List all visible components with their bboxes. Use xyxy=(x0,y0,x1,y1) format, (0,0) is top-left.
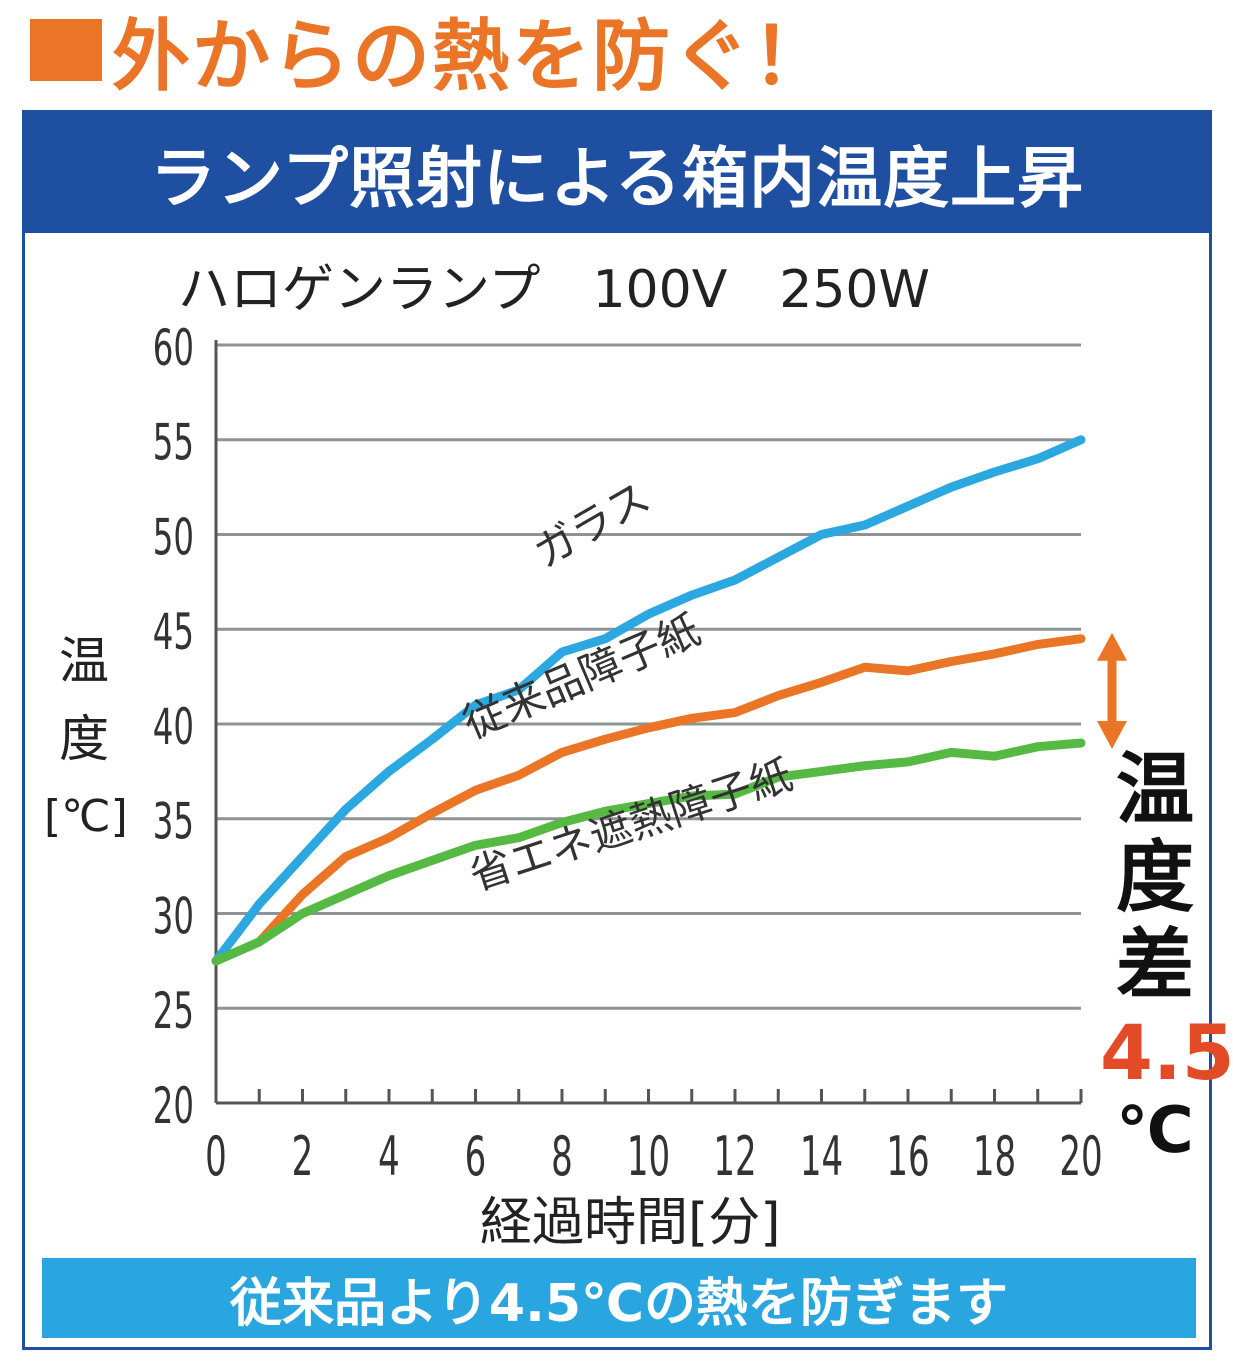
difference-arrow-head-up xyxy=(1097,632,1127,661)
series-line-1 xyxy=(211,435,1086,966)
x-tick-label: 0 xyxy=(205,1125,227,1188)
headline: 外からの熱を防ぐ！ xyxy=(30,0,832,102)
difference-arrow-head-down xyxy=(1097,720,1127,749)
x-tick-label: 14 xyxy=(800,1125,843,1188)
temperature-difference: 温度差 4.5 ℃ xyxy=(1100,745,1233,1168)
x-tick-label: 2 xyxy=(292,1125,314,1188)
x-axis-label: 経過時間[分] xyxy=(480,1193,781,1253)
headline-square-icon xyxy=(30,19,102,81)
difference-value: 4.5 xyxy=(1100,1008,1233,1097)
y-tick-label: 35 xyxy=(153,794,194,851)
x-tick-label: 18 xyxy=(973,1125,1016,1188)
y-tick-label: 25 xyxy=(153,983,194,1040)
y-tick-label: 20 xyxy=(153,1078,194,1135)
y-tick-label: 30 xyxy=(153,889,194,946)
y-tick-label: 60 xyxy=(153,320,194,377)
x-tick-label: 10 xyxy=(627,1125,670,1188)
x-tick-label: 12 xyxy=(713,1125,756,1188)
series-line-3 xyxy=(211,738,1086,966)
y-tick-label: 50 xyxy=(153,510,194,567)
difference-unit: ℃ xyxy=(1116,1094,1194,1168)
chart-subtitle: ハロゲンランプ 100V 250W xyxy=(178,260,930,320)
x-tick-label: 16 xyxy=(886,1125,929,1188)
chart-panel: ランプ照射による箱内温度上昇 xyxy=(22,110,1212,1350)
series-line-2 xyxy=(211,634,1086,966)
y-axis-label-char-2: 度 xyxy=(59,710,109,768)
y-axis-label: 温 度 [℃] xyxy=(44,622,128,856)
y-tick-label: 45 xyxy=(153,604,194,661)
difference-label: 温度差 xyxy=(1115,745,1194,1011)
x-tick-label: 20 xyxy=(1059,1125,1102,1188)
x-tick-label: 6 xyxy=(465,1125,487,1188)
y-tick-label: 55 xyxy=(153,415,194,472)
headline-text: 外からの熱を防ぐ！ xyxy=(112,12,833,102)
y-tick-label: 40 xyxy=(153,699,194,756)
x-tick-label: 8 xyxy=(551,1125,573,1188)
x-tick-label: 4 xyxy=(378,1125,400,1188)
panel-title: ランプ照射による箱内温度上昇 xyxy=(25,113,1209,233)
series-label-1: ガラス xyxy=(525,472,658,577)
y-axis-label-char-1: 温 xyxy=(59,632,109,690)
y-axis-label-unit: [℃] xyxy=(44,791,128,842)
footer-banner: 従来品より4.5℃の熱を防ぎます xyxy=(42,1258,1196,1338)
